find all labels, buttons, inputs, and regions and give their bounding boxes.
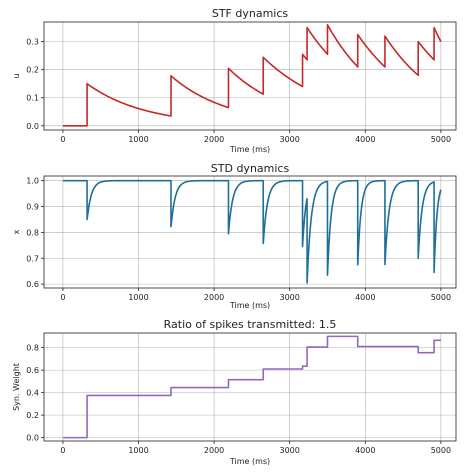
x-tick-label: 0 xyxy=(60,135,65,144)
y-tick-label: 0.8 xyxy=(26,344,39,353)
y-tick-label: 0.2 xyxy=(26,411,39,420)
y-axis-label: Syn. Weight xyxy=(12,363,21,411)
plot-frame xyxy=(43,21,457,131)
y-tick-label: 0.6 xyxy=(26,366,39,375)
x-tick-label: 0 xyxy=(60,293,65,302)
chart-title: STF dynamics xyxy=(212,7,289,20)
x-axis-label: Time (ms) xyxy=(229,457,270,466)
y-tick-label: 0.7 xyxy=(26,254,39,263)
x-tick-label: 3000 xyxy=(280,293,300,302)
x-tick-label: 4000 xyxy=(355,135,375,144)
series-line xyxy=(62,179,442,284)
x-tick-label: 0 xyxy=(60,446,65,455)
y-tick-label: 1.0 xyxy=(26,177,39,186)
y-tick-label: 0.9 xyxy=(26,203,39,212)
weight-chart: Ratio of spikes transmitted: 1.5 Time (m… xyxy=(12,318,457,466)
x-tick-label: 3000 xyxy=(280,135,300,144)
stf-chart: STF dynamics Time (ms) u 0 1000 2000 3000 40… xyxy=(12,7,457,154)
x-axis-label: Time (ms) xyxy=(229,301,270,310)
x-tick-label: 4000 xyxy=(355,293,375,302)
x-tick-label: 5000 xyxy=(431,293,451,302)
x-tick-label: 5000 xyxy=(431,446,451,455)
y-tick-label: 0.1 xyxy=(26,94,39,103)
series-line xyxy=(62,24,442,127)
x-tick-label: 1000 xyxy=(128,293,148,302)
y-tick-label: 0.2 xyxy=(26,66,39,75)
y-tick-label: 0.0 xyxy=(26,434,39,443)
y-tick-label: 0.6 xyxy=(26,280,39,289)
x-tick-label: 1000 xyxy=(128,446,148,455)
x-tick-label: 4000 xyxy=(355,446,375,455)
x-axis-label: Time (ms) xyxy=(229,145,270,154)
x-tick-label: 2000 xyxy=(204,446,224,455)
std-chart: STD dynamics Time (ms) x 0 1000 2000 3000 40… xyxy=(12,162,457,310)
x-tick-label: 2000 xyxy=(204,293,224,302)
y-tick-label: 0.3 xyxy=(26,38,39,47)
x-tick-label: 3000 xyxy=(280,446,300,455)
chart-title: Ratio of spikes transmitted: 1.5 xyxy=(164,318,337,331)
y-tick-label: 0.0 xyxy=(26,122,39,131)
y-tick-label: 0.8 xyxy=(26,228,39,237)
series-line xyxy=(62,335,441,439)
y-axis-label: x xyxy=(12,229,21,234)
y-tick-label: 0.4 xyxy=(26,389,39,398)
y-axis-label: u xyxy=(12,73,21,78)
x-tick-label: 5000 xyxy=(431,135,451,144)
x-tick-label: 2000 xyxy=(204,135,224,144)
plot-frame xyxy=(43,332,457,442)
plot-frame xyxy=(43,175,457,289)
chart-title: STD dynamics xyxy=(211,162,290,175)
x-tick-label: 1000 xyxy=(128,135,148,144)
